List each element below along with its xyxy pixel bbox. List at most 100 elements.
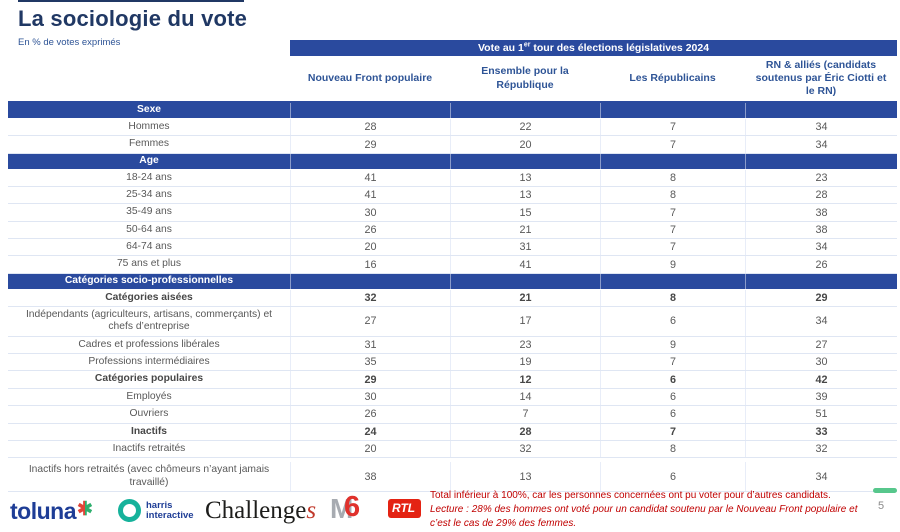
table-row: 64-74 ans 20 31 7 34 bbox=[8, 239, 897, 257]
toluna-logo: toluna✱ bbox=[10, 498, 93, 524]
value-cell: 34 bbox=[745, 307, 897, 336]
value-cell: 21 bbox=[450, 221, 600, 239]
section-row: Sexe bbox=[8, 103, 897, 119]
page-number: 5 bbox=[878, 500, 885, 512]
value-cell: 34 bbox=[745, 462, 897, 491]
value-cell: 7 bbox=[600, 136, 745, 153]
value-cell: 24 bbox=[290, 423, 450, 440]
value-cell: 7 bbox=[600, 239, 745, 256]
value-cell: 34 bbox=[745, 239, 897, 256]
page-title: La sociologie du vote bbox=[18, 6, 248, 31]
section-cell bbox=[600, 273, 745, 289]
row-label: Catégories aisées bbox=[105, 291, 193, 303]
column-header-empty bbox=[8, 56, 290, 101]
value-cell: 31 bbox=[450, 239, 600, 256]
value-cell: 9 bbox=[600, 256, 745, 273]
row-label: Femmes bbox=[128, 138, 170, 150]
value-cell: 27 bbox=[290, 307, 450, 336]
value-cell: 14 bbox=[450, 388, 600, 406]
banner-text: Vote au 1er tour des élections législati… bbox=[477, 41, 710, 55]
value-cell: 15 bbox=[450, 204, 600, 221]
row-label: Cadres et professions libérales bbox=[78, 338, 220, 350]
value-cell: 7 bbox=[600, 221, 745, 239]
footnote-total: Total inférieur à 100%, car les personne… bbox=[430, 490, 831, 501]
value-cell: 29 bbox=[745, 289, 897, 307]
value-cell: 38 bbox=[745, 221, 897, 239]
value-cell: 19 bbox=[450, 354, 600, 371]
value-cell: 7 bbox=[600, 119, 745, 136]
value-cell: 29 bbox=[290, 136, 450, 153]
value-cell: 28 bbox=[450, 423, 600, 440]
value-cell: 38 bbox=[290, 462, 450, 491]
value-cell: 30 bbox=[290, 204, 450, 221]
column-header-nfp: Nouveau Front populaire bbox=[307, 71, 433, 84]
section-row: Catégories socio-professionnelles bbox=[8, 273, 897, 290]
row-label: 64-74 ans bbox=[126, 241, 172, 253]
table-row: Hommes 28 22 7 34 bbox=[8, 119, 897, 137]
table-row: Cadres et professions libérales 31 23 9 27 bbox=[8, 336, 897, 355]
page-subtitle: En % de votes exprimés bbox=[18, 37, 121, 48]
row-label: 25-34 ans bbox=[126, 189, 172, 201]
table-row: 35-49 ans 30 15 7 38 bbox=[8, 204, 897, 222]
value-cell: 16 bbox=[290, 256, 450, 273]
value-cell: 7 bbox=[600, 354, 745, 371]
row-label: Employés bbox=[126, 390, 172, 402]
value-cell: 34 bbox=[745, 119, 897, 136]
table-row: Catégories populaires 29 12 6 42 bbox=[8, 371, 897, 389]
row-label: Ouvriers bbox=[129, 408, 169, 420]
table-row: Catégories aisées 32 21 8 29 bbox=[8, 289, 897, 308]
value-cell: 13 bbox=[450, 169, 600, 187]
table-row: Inactifs 24 28 7 33 bbox=[8, 423, 897, 441]
row-label: Inactifs bbox=[130, 425, 168, 437]
harris-ring-icon bbox=[118, 499, 141, 522]
rtl-logo: RTL bbox=[388, 499, 422, 518]
row-label: 75 ans et plus bbox=[116, 258, 182, 270]
value-cell: 8 bbox=[600, 289, 745, 307]
value-cell: 34 bbox=[745, 136, 897, 153]
title-top-rule bbox=[18, 0, 244, 2]
section-cell bbox=[745, 273, 897, 289]
value-cell: 23 bbox=[745, 169, 897, 187]
column-header-rn: RN & alliés (candidats soutenus par Éric… bbox=[755, 58, 887, 98]
table-row: Professions intermédiaires 35 19 7 30 bbox=[8, 354, 897, 372]
value-cell: 39 bbox=[745, 388, 897, 406]
value-cell: 6 bbox=[600, 307, 745, 336]
row-label: Professions intermédiaires bbox=[88, 356, 210, 368]
value-cell: 7 bbox=[600, 204, 745, 221]
table-row: 25-34 ans 41 13 8 28 bbox=[8, 187, 897, 205]
value-cell: 26 bbox=[290, 406, 450, 423]
row-label: Inactifs retraités bbox=[112, 442, 186, 454]
row-label: Inactifs hors retraités (avec chômeurs n… bbox=[28, 464, 270, 488]
value-cell: 7 bbox=[450, 406, 600, 423]
value-cell: 28 bbox=[290, 119, 450, 136]
table-body: Sexe Hommes 28 22 7 34 Femmes 29 20 7 34 Age 18-24 a… bbox=[8, 103, 897, 492]
table-row: Employés 30 14 6 39 bbox=[8, 388, 897, 407]
value-cell: 27 bbox=[745, 336, 897, 354]
value-cell: 7 bbox=[600, 423, 745, 440]
value-cell: 21 bbox=[450, 289, 600, 307]
column-header-lr: Les Républicains bbox=[629, 71, 716, 84]
value-cell: 32 bbox=[450, 440, 600, 458]
row-label: Hommes bbox=[128, 121, 170, 132]
value-cell: 20 bbox=[290, 239, 450, 256]
value-cell: 28 bbox=[745, 187, 897, 204]
green-accent-bar bbox=[873, 488, 897, 493]
value-cell: 9 bbox=[600, 336, 745, 354]
section-row: Age bbox=[8, 153, 897, 170]
value-cell: 6 bbox=[600, 371, 745, 388]
value-cell: 8 bbox=[600, 169, 745, 187]
results-table: Vote au 1er tour des élections législati… bbox=[8, 40, 897, 492]
footnote-reading: Lecture : 28% des hommes ont voté pour u… bbox=[430, 504, 858, 529]
footnote: Total inférieur à 100%, car les personne… bbox=[430, 489, 858, 531]
value-cell: 17 bbox=[450, 307, 600, 336]
value-cell: 29 bbox=[290, 371, 450, 388]
section-cell bbox=[745, 153, 897, 169]
section-label: Sexe bbox=[136, 104, 162, 116]
column-header-row: Nouveau Front populaire Ensemble pour la… bbox=[8, 56, 897, 103]
value-cell: 20 bbox=[450, 136, 600, 153]
value-cell: 13 bbox=[450, 187, 600, 204]
section-cell bbox=[600, 103, 745, 118]
value-cell: 26 bbox=[290, 221, 450, 239]
